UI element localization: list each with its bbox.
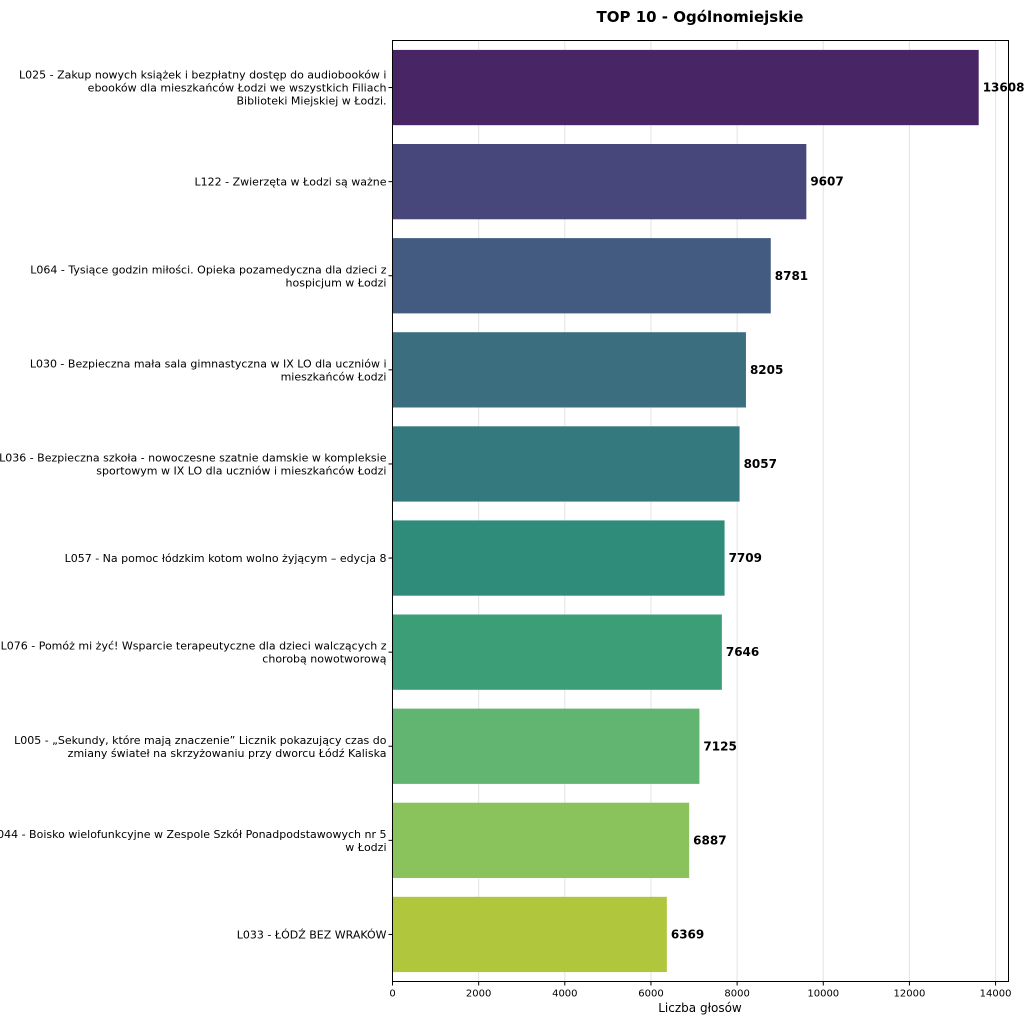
x-tick-label: 14000	[980, 989, 1012, 1000]
bar	[392, 896, 667, 973]
bar-value-label: 8057	[744, 457, 777, 471]
x-axis-ticks: 0 2000 4000 6000 8000 10000 12000 14000	[388, 87, 1012, 1000]
category-labels: L025 - Zakup nowych książek i bezpłatny …	[0, 69, 387, 942]
category-label: L030 - Bezpieczna mała sala gimnastyczna…	[30, 357, 387, 383]
bar	[392, 520, 725, 596]
category-label: L057 - Na pomoc łódzkim kotom wolno żyją…	[65, 552, 387, 565]
bar-value-label: 7125	[703, 739, 736, 753]
x-tick-label: 12000	[894, 989, 926, 1000]
bar	[392, 802, 690, 878]
x-tick-label: 10000	[807, 989, 839, 1000]
category-label: L033 - ŁÓDŹ BEZ WRAKÓW	[237, 928, 387, 941]
x-tick-label: 6000	[638, 989, 663, 1000]
chart-title: TOP 10 - Ogólnomiejskie	[597, 8, 804, 26]
bar	[392, 238, 771, 314]
bar-value-label: 8205	[750, 363, 783, 377]
category-label: L122 - Zwierzęta w Łodzi są ważne	[195, 176, 387, 189]
value-labels: 13608 9607 8781 8205 8057 7709 7646 7125 6887 636…	[671, 81, 1024, 942]
bar-value-label: 7646	[726, 645, 759, 659]
bar	[392, 426, 740, 502]
bars	[392, 49, 979, 973]
bar	[392, 708, 700, 784]
bar	[392, 332, 746, 408]
bar-value-label: 7709	[729, 551, 762, 565]
bar-value-label: 6887	[693, 833, 726, 847]
bar	[392, 614, 722, 690]
bar-value-label: 13608	[983, 81, 1024, 95]
x-tick-label: 0	[389, 989, 395, 1000]
x-axis-label: Liczba głosów	[658, 1001, 742, 1015]
plot-frame	[392, 40, 1009, 982]
bar-value-label: 9607	[810, 175, 843, 189]
category-label: L076 - Pomóż mi żyć! Wsparcie terapeutyc…	[1, 640, 387, 666]
bar-value-label: 8781	[775, 269, 808, 283]
bar	[392, 49, 979, 126]
category-label: L044 - Boisko wielofunkcyjne w Zespole S…	[0, 828, 387, 854]
x-tick-label: 2000	[466, 989, 491, 1000]
x-tick-label: 8000	[724, 989, 749, 1000]
bar-value-label: 6369	[671, 927, 704, 941]
category-label: L064 - Tysiące godzin miłości. Opieka po…	[30, 263, 386, 289]
category-label: L005 - „Sekundy, które mają znaczenie” L…	[14, 734, 387, 760]
category-label: L025 - Zakup nowych książek i bezpłatny …	[19, 69, 387, 108]
x-tick-label: 4000	[552, 989, 577, 1000]
category-label: L036 - Bezpieczna szkoła - nowoczesne sz…	[0, 451, 387, 477]
bar	[392, 144, 807, 220]
